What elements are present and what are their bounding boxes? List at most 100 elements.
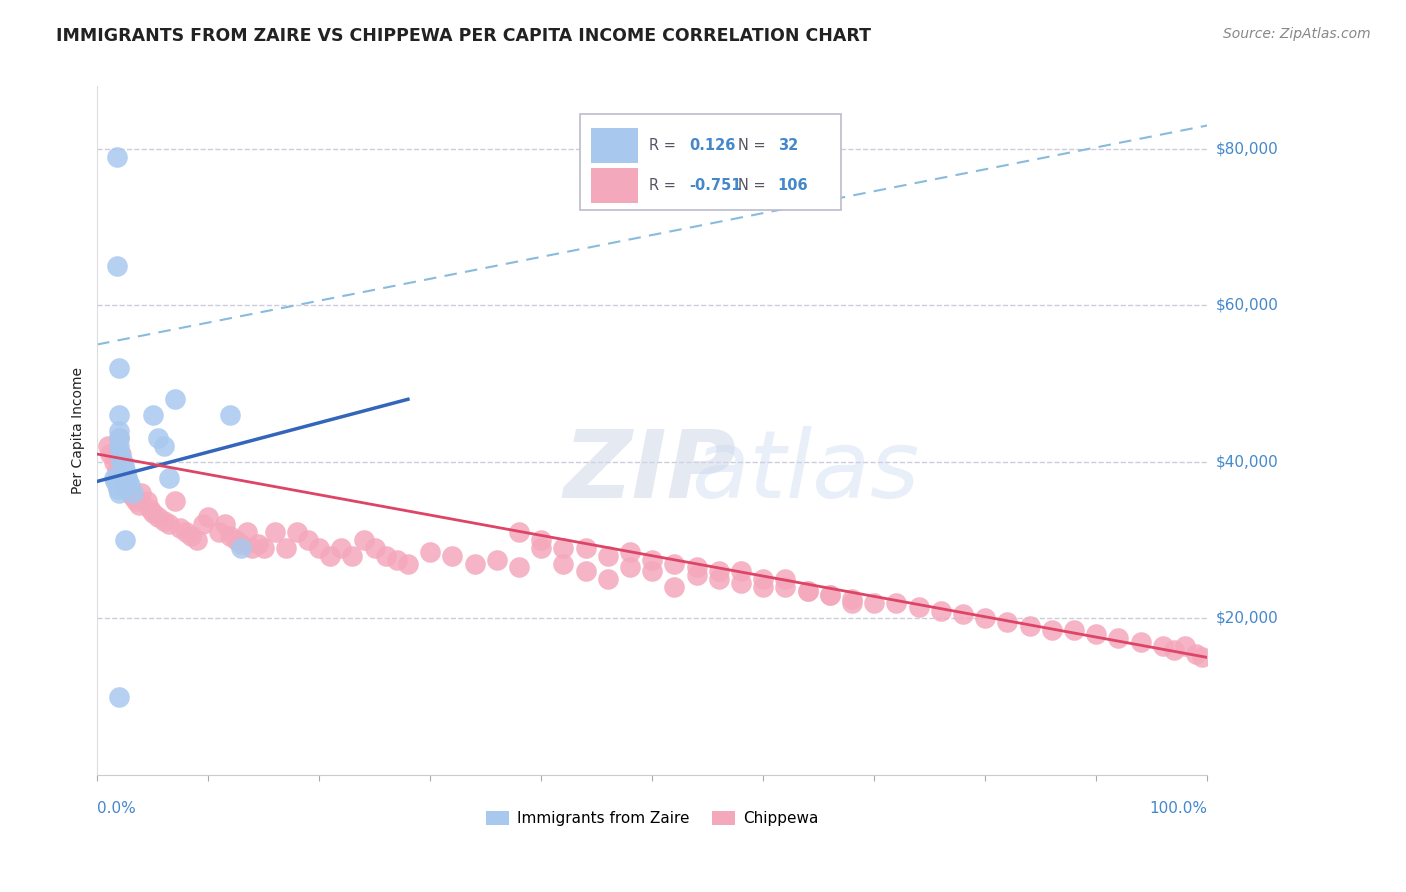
Point xyxy=(997,615,1019,630)
Text: $80,000: $80,000 xyxy=(1216,142,1278,156)
Text: 0.0%: 0.0% xyxy=(97,801,136,815)
FancyBboxPatch shape xyxy=(591,168,638,203)
Text: R =: R = xyxy=(648,138,676,153)
Point xyxy=(110,447,132,461)
Point xyxy=(117,475,139,489)
Point xyxy=(125,494,148,508)
Point xyxy=(574,565,596,579)
Point xyxy=(114,478,136,492)
Text: ZIP: ZIP xyxy=(564,425,737,518)
Point xyxy=(1129,635,1152,649)
Point xyxy=(974,611,997,625)
Point xyxy=(641,552,664,566)
Point xyxy=(396,557,419,571)
Point xyxy=(863,596,886,610)
Point xyxy=(363,541,385,555)
Point xyxy=(530,533,553,547)
Point xyxy=(111,455,134,469)
Point xyxy=(169,521,191,535)
Point xyxy=(1040,623,1063,637)
Point xyxy=(107,482,129,496)
Point xyxy=(308,541,330,555)
Point xyxy=(841,596,863,610)
Point xyxy=(214,517,236,532)
Point xyxy=(108,486,131,500)
Point xyxy=(485,552,508,566)
Point xyxy=(574,541,596,555)
FancyBboxPatch shape xyxy=(591,128,638,163)
Point xyxy=(775,572,797,586)
Point xyxy=(120,478,142,492)
Point xyxy=(105,463,128,477)
Point xyxy=(121,486,143,500)
Point xyxy=(297,533,319,547)
Point xyxy=(419,545,441,559)
Point xyxy=(796,583,818,598)
Point xyxy=(285,525,308,540)
Point xyxy=(1085,627,1108,641)
Point xyxy=(163,494,186,508)
Point xyxy=(664,557,686,571)
Point xyxy=(330,541,353,555)
Point xyxy=(174,525,197,540)
Point xyxy=(242,541,264,555)
Point xyxy=(197,509,219,524)
Point xyxy=(152,439,174,453)
Text: 106: 106 xyxy=(778,178,808,193)
Point xyxy=(752,572,775,586)
Point xyxy=(120,486,142,500)
Point xyxy=(108,690,131,704)
Point xyxy=(115,467,138,481)
Point xyxy=(114,463,136,477)
Text: atlas: atlas xyxy=(690,426,920,517)
Point xyxy=(1163,642,1185,657)
FancyBboxPatch shape xyxy=(581,114,841,211)
Text: -0.751: -0.751 xyxy=(689,178,741,193)
Point xyxy=(139,501,162,516)
Point xyxy=(231,541,253,555)
Text: Source: ZipAtlas.com: Source: ZipAtlas.com xyxy=(1223,27,1371,41)
Point xyxy=(163,392,186,407)
Point xyxy=(103,470,125,484)
Point xyxy=(385,552,408,566)
Point xyxy=(121,490,143,504)
Point xyxy=(98,447,121,461)
Point xyxy=(1108,631,1130,645)
Point xyxy=(775,580,797,594)
Point xyxy=(103,455,125,469)
Point xyxy=(1018,619,1040,633)
Point xyxy=(530,541,553,555)
Point xyxy=(730,565,752,579)
Text: IMMIGRANTS FROM ZAIRE VS CHIPPEWA PER CAPITA INCOME CORRELATION CHART: IMMIGRANTS FROM ZAIRE VS CHIPPEWA PER CA… xyxy=(56,27,872,45)
Point xyxy=(105,150,128,164)
Point xyxy=(441,549,464,563)
Point xyxy=(110,455,132,469)
Text: 32: 32 xyxy=(778,138,797,153)
Point xyxy=(730,576,752,591)
Point xyxy=(146,509,169,524)
Point xyxy=(752,580,775,594)
Text: $20,000: $20,000 xyxy=(1216,611,1278,626)
Y-axis label: Per Capita Income: Per Capita Income xyxy=(72,368,86,494)
Point xyxy=(105,478,128,492)
Legend: Immigrants from Zaire, Chippewa: Immigrants from Zaire, Chippewa xyxy=(479,805,824,832)
Point xyxy=(108,424,131,438)
Point xyxy=(252,541,274,555)
Point xyxy=(110,450,132,465)
Point xyxy=(274,541,297,555)
Point xyxy=(707,572,730,586)
Point xyxy=(108,431,131,445)
Point xyxy=(1174,639,1197,653)
Point xyxy=(247,537,270,551)
Point xyxy=(596,572,619,586)
Point xyxy=(641,565,664,579)
Point xyxy=(596,549,619,563)
Text: 0.126: 0.126 xyxy=(689,138,735,153)
Point xyxy=(553,541,575,555)
Point xyxy=(342,549,364,563)
Point xyxy=(685,568,707,582)
Point xyxy=(353,533,375,547)
Point xyxy=(152,514,174,528)
Point xyxy=(128,498,150,512)
Point xyxy=(108,439,131,453)
